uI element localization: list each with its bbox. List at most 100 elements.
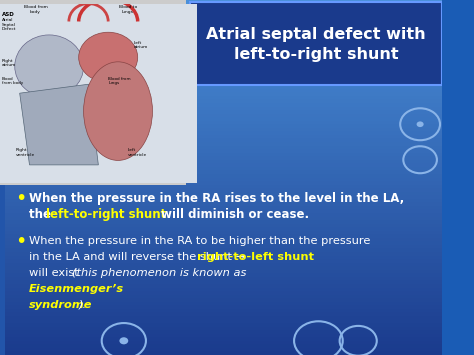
Bar xyxy=(0,99,442,103)
Text: will exist: will exist xyxy=(29,268,82,278)
Text: Blood from
body: Blood from body xyxy=(24,5,47,13)
Text: Right
atrium: Right atrium xyxy=(2,59,16,67)
Bar xyxy=(0,146,442,149)
Bar xyxy=(0,337,442,341)
Bar xyxy=(0,263,442,266)
Bar xyxy=(0,103,442,106)
Bar xyxy=(0,131,442,135)
Bar xyxy=(0,85,442,89)
Bar xyxy=(0,167,442,170)
Bar xyxy=(0,18,442,21)
Bar xyxy=(0,202,442,206)
FancyBboxPatch shape xyxy=(190,2,442,85)
Bar xyxy=(0,36,442,39)
Bar xyxy=(0,138,442,142)
Text: will diminish or cease.: will diminish or cease. xyxy=(157,208,309,221)
Bar xyxy=(0,227,442,231)
Bar xyxy=(0,231,442,234)
Text: •: • xyxy=(16,189,27,208)
Bar xyxy=(0,39,442,43)
Bar xyxy=(0,316,442,320)
Bar xyxy=(0,241,442,245)
Text: (this phenomenon is known as: (this phenomenon is known as xyxy=(72,268,250,278)
Bar xyxy=(0,110,442,114)
Ellipse shape xyxy=(15,35,83,98)
Bar xyxy=(0,302,442,305)
Bar xyxy=(0,174,442,178)
Bar xyxy=(0,309,442,312)
Bar xyxy=(0,351,442,355)
Bar xyxy=(0,288,442,291)
Bar xyxy=(0,57,442,60)
Bar xyxy=(0,0,442,4)
Bar xyxy=(0,217,442,220)
Bar xyxy=(0,280,442,284)
Bar xyxy=(0,142,442,146)
Bar xyxy=(0,46,442,50)
Bar xyxy=(0,284,442,288)
Bar xyxy=(0,245,442,248)
Text: When the pressure in the RA to be higher than the pressure: When the pressure in the RA to be higher… xyxy=(29,236,370,246)
Bar xyxy=(0,256,442,259)
Bar xyxy=(0,206,442,209)
Bar xyxy=(0,71,442,75)
Bar xyxy=(0,25,442,28)
Bar xyxy=(0,67,442,71)
Bar xyxy=(0,341,442,344)
Bar xyxy=(0,277,442,280)
Bar xyxy=(0,252,442,256)
Text: left-to-right shunt: left-to-right shunt xyxy=(46,208,167,221)
Text: Blood to
lungs: Blood to lungs xyxy=(119,5,137,13)
Circle shape xyxy=(119,337,128,344)
Text: Blood from
lungs: Blood from lungs xyxy=(108,77,131,85)
Bar xyxy=(0,291,442,295)
Text: right-to-left shunt: right-to-left shunt xyxy=(197,252,314,262)
Bar xyxy=(0,0,186,185)
Bar xyxy=(0,320,442,323)
Bar xyxy=(0,114,442,117)
Bar xyxy=(0,213,442,217)
Bar xyxy=(0,185,442,188)
Bar xyxy=(0,14,442,18)
Bar xyxy=(0,149,442,153)
Bar xyxy=(0,7,442,11)
Text: ).: ). xyxy=(79,300,87,310)
Bar xyxy=(0,178,442,181)
Text: Left
atrium: Left atrium xyxy=(134,41,148,49)
Ellipse shape xyxy=(83,62,153,160)
Bar xyxy=(0,78,442,82)
Bar xyxy=(0,163,442,167)
Text: Left
ventricle: Left ventricle xyxy=(128,148,147,157)
Bar xyxy=(0,330,442,334)
Bar xyxy=(0,327,442,330)
Bar xyxy=(0,192,442,195)
Bar xyxy=(0,348,442,351)
Bar xyxy=(0,117,442,121)
Bar xyxy=(0,64,442,67)
Bar xyxy=(0,259,442,263)
Text: syndrome: syndrome xyxy=(29,300,92,310)
Bar xyxy=(0,121,442,124)
Bar xyxy=(0,273,442,277)
Bar xyxy=(0,323,442,327)
Bar xyxy=(0,96,442,99)
Bar xyxy=(0,270,442,273)
Bar xyxy=(0,209,442,213)
Text: the: the xyxy=(29,208,55,221)
Polygon shape xyxy=(19,84,98,165)
Text: in the LA and will reverse the shunt →: in the LA and will reverse the shunt → xyxy=(29,252,248,262)
Text: ASD: ASD xyxy=(2,12,15,17)
Bar xyxy=(0,60,442,64)
Text: Right
ventricle: Right ventricle xyxy=(16,148,35,157)
Bar xyxy=(0,295,442,298)
Bar xyxy=(0,199,442,202)
Text: Atrial septal defect with
left-to-right shunt: Atrial septal defect with left-to-right … xyxy=(206,27,426,62)
Bar xyxy=(0,82,442,85)
Bar xyxy=(0,298,442,302)
Bar xyxy=(0,195,442,199)
Bar xyxy=(0,334,442,337)
Ellipse shape xyxy=(79,32,137,82)
Text: Blood
from body: Blood from body xyxy=(2,77,23,85)
Bar xyxy=(0,305,442,309)
Bar xyxy=(0,248,442,252)
